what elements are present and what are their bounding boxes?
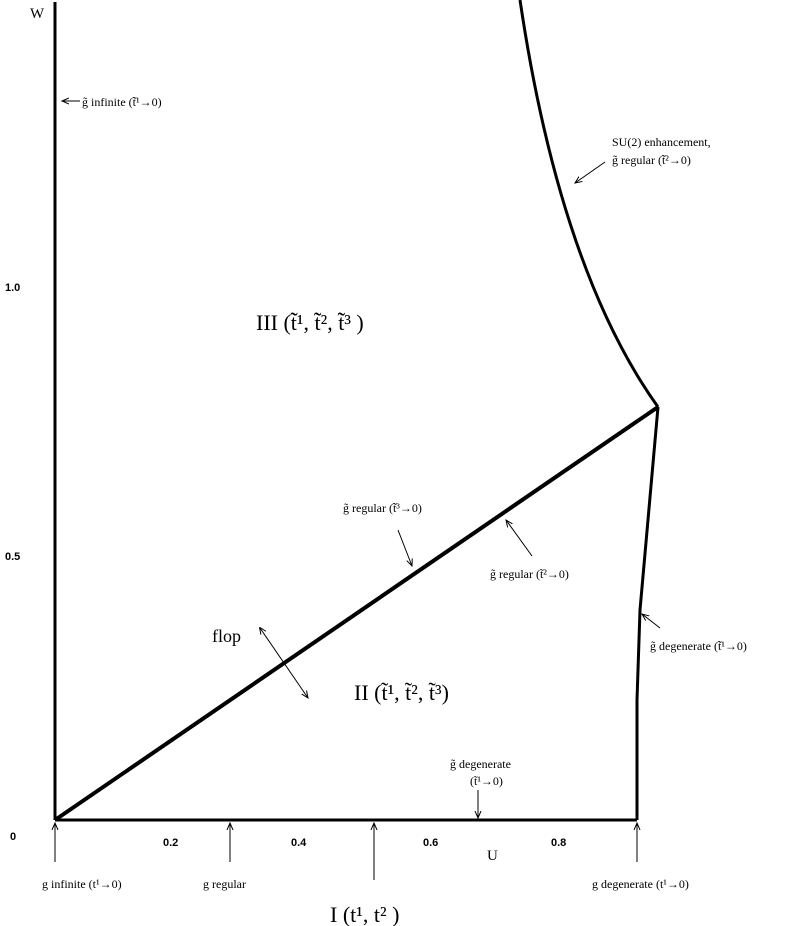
annotation: g degenerate (t¹→0): [592, 877, 689, 891]
annotation: g̃ regular (t̃̃³→0): [343, 501, 422, 515]
annotation: g infinite (t¹→0): [42, 877, 122, 891]
annotation: flop: [212, 626, 241, 646]
annotation: SU(2) enhancement,: [612, 135, 711, 149]
flop-line: [53, 405, 660, 822]
arrow: [397, 529, 412, 566]
annotation: (t̃¹→0): [470, 774, 503, 788]
arrow: [506, 520, 533, 557]
boundaries: [53, 0, 660, 822]
y-label: W: [30, 6, 45, 22]
arrows: [55, 101, 661, 880]
x-label: U: [487, 848, 498, 864]
arrow: [260, 628, 308, 698]
origin-label: 0: [10, 831, 16, 843]
x-tick-label: 0.6: [423, 837, 438, 849]
annotation: g̃ regular (t̃̃²→0): [612, 153, 691, 167]
x-tick-label: 0.2: [163, 837, 178, 849]
region-label: III (t̃̃¹, t̃̃², t̃̃³ ): [256, 310, 364, 335]
y-tick-label: 1.0: [5, 282, 20, 294]
right-boundary: [635, 406, 660, 820]
y-tick-label: 0.5: [5, 551, 20, 563]
region-label: I (t¹, t² ): [330, 902, 399, 926]
arrow: [575, 161, 606, 183]
x-tick-label: 0.4: [291, 837, 307, 849]
annotation: g̃ regular (t̃²→0): [490, 567, 569, 581]
annotation: g regular: [203, 877, 246, 891]
arrow: [642, 614, 661, 629]
x-tick-label: 0.8: [551, 837, 566, 849]
annotation: g̃ degenerate: [450, 757, 511, 771]
annotation: g̃ degenerate (t̃̃¹→0): [650, 639, 747, 653]
annotation: g̃ infinite (t̃̃¹→0): [82, 95, 162, 109]
region-label: II (t̃¹, t̃², t̃³): [354, 680, 449, 705]
upper-curve: [518, 0, 660, 408]
